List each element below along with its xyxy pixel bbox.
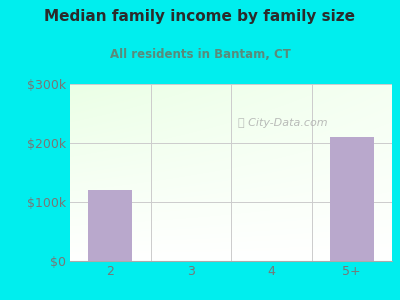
Text: ⓘ City-Data.com: ⓘ City-Data.com <box>238 118 327 128</box>
Text: Median family income by family size: Median family income by family size <box>44 9 356 24</box>
Bar <box>330 137 374 261</box>
Text: All residents in Bantam, CT: All residents in Bantam, CT <box>110 48 290 61</box>
Bar <box>88 190 132 261</box>
